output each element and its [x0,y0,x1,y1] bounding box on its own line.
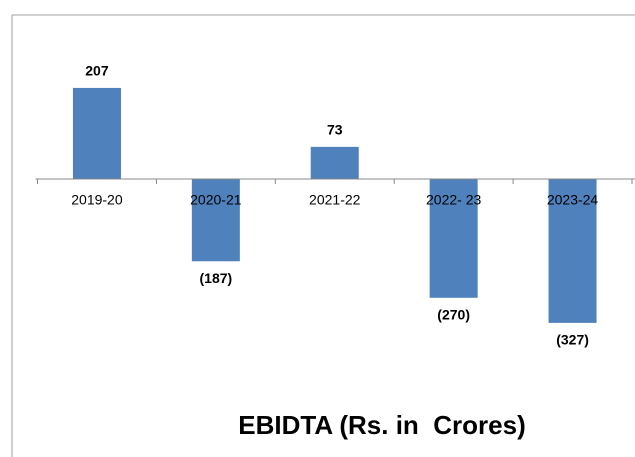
x-tick-label: 2019-20 [71,192,123,208]
value-label: (327) [556,332,589,348]
chart-title: EBIDTA (Rs. in Crores) [238,410,525,440]
bar [310,146,359,179]
value-label: (270) [437,307,470,323]
bar [72,87,121,179]
x-tick-label: 2021-22 [309,192,361,208]
value-label: 207 [85,63,109,79]
x-tick-label: 2020-21 [190,192,242,208]
bar [191,179,240,262]
value-label: (187) [200,270,233,286]
x-tick-label: 2022- 23 [426,192,481,208]
value-label: 73 [327,122,343,138]
bar [429,179,478,298]
bar [548,179,597,323]
x-tick-label: 2023-24 [547,192,599,208]
